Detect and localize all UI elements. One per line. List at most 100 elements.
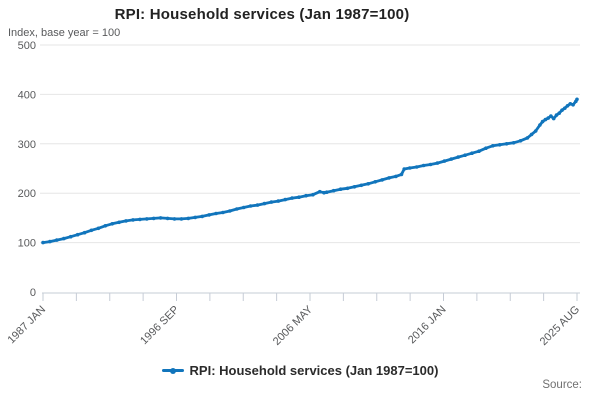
series-point bbox=[554, 113, 559, 117]
series-point bbox=[546, 116, 550, 120]
series-line-rpi-household-services[interactable] bbox=[41, 97, 579, 245]
plot-area: 0 100 200 300 400 500 1987 JAN 1996 SEP 2006 MAY… bbox=[5, 40, 582, 348]
series-point bbox=[421, 163, 426, 168]
series-point bbox=[359, 183, 364, 188]
series-point bbox=[497, 143, 502, 147]
series-point bbox=[366, 182, 371, 186]
legend-item-rpi-household-services[interactable]: RPI: Household services (Jan 1987=100) bbox=[161, 363, 439, 378]
series-point bbox=[89, 228, 94, 233]
series-point bbox=[449, 157, 454, 161]
series-point bbox=[318, 189, 322, 194]
y-tick-label: 500 bbox=[18, 40, 36, 52]
x-tick-label: 2016 JAN bbox=[406, 304, 449, 347]
series-point bbox=[394, 174, 398, 179]
series-point bbox=[543, 117, 548, 122]
series-point bbox=[525, 136, 530, 140]
series-point bbox=[408, 166, 412, 170]
legend-series-marker-icon bbox=[161, 367, 184, 374]
series-point bbox=[248, 204, 253, 208]
legend: RPI: Household services (Jan 1987=100) bbox=[0, 363, 600, 378]
series-point bbox=[463, 153, 467, 157]
series-point bbox=[193, 215, 197, 220]
series-point bbox=[324, 190, 329, 194]
series-point bbox=[207, 213, 211, 217]
series-point bbox=[96, 226, 101, 231]
series-point bbox=[442, 159, 447, 163]
series-point bbox=[55, 238, 59, 242]
series-point bbox=[311, 192, 315, 197]
series-point bbox=[117, 220, 121, 225]
series-point bbox=[456, 155, 461, 159]
series-point bbox=[186, 216, 191, 221]
series-point bbox=[540, 119, 545, 124]
series-point bbox=[172, 217, 177, 221]
series-point bbox=[241, 205, 246, 210]
series-point bbox=[200, 214, 204, 219]
series-point bbox=[470, 151, 474, 155]
series-point bbox=[568, 102, 573, 106]
series-point bbox=[518, 139, 523, 143]
series-point bbox=[484, 146, 488, 150]
series-point bbox=[352, 185, 357, 189]
y-tick-label: 300 bbox=[18, 139, 36, 151]
series-point bbox=[276, 199, 281, 203]
series-point bbox=[283, 197, 288, 202]
series-point bbox=[62, 236, 66, 241]
series-point bbox=[435, 161, 440, 165]
series-point bbox=[414, 165, 419, 169]
series-point bbox=[75, 232, 80, 237]
x-tick-label: 1996 SEP bbox=[138, 304, 182, 348]
series-point bbox=[373, 180, 378, 184]
series-point bbox=[338, 187, 343, 191]
series-point bbox=[551, 116, 556, 121]
series-point bbox=[158, 216, 163, 220]
series-point bbox=[399, 172, 404, 177]
y-tick-label: 100 bbox=[18, 238, 36, 250]
series-point bbox=[380, 178, 384, 182]
series-point bbox=[297, 195, 301, 199]
series-point bbox=[82, 230, 87, 235]
series-point bbox=[179, 217, 184, 221]
series-point bbox=[290, 196, 294, 200]
series-point bbox=[124, 219, 128, 223]
x-tick-label: 2006 MAY bbox=[271, 303, 316, 348]
series-point bbox=[491, 144, 495, 148]
series-point bbox=[428, 162, 433, 167]
legend-label: RPI: Household services (Jan 1987=100) bbox=[189, 363, 439, 378]
series-point bbox=[322, 190, 326, 195]
y-tick-label: 0 bbox=[30, 287, 36, 299]
series-point bbox=[103, 224, 108, 228]
series-point bbox=[331, 188, 336, 193]
series-point bbox=[262, 201, 267, 206]
series-point bbox=[221, 210, 225, 215]
series-point bbox=[575, 97, 579, 102]
series-point bbox=[563, 106, 567, 110]
series-point bbox=[269, 200, 274, 204]
series-point bbox=[151, 216, 156, 221]
legend-series-dot-icon bbox=[169, 367, 176, 374]
series-point bbox=[214, 211, 218, 216]
series-point bbox=[387, 176, 391, 180]
series-point bbox=[41, 240, 45, 245]
chart-subtitle: Index, base year = 100 bbox=[8, 27, 121, 39]
series-point bbox=[557, 111, 561, 115]
series-point bbox=[549, 114, 553, 118]
series-point bbox=[560, 108, 564, 112]
series-point bbox=[228, 209, 232, 213]
series-point bbox=[235, 207, 239, 211]
x-tick-label: 2025 AUG bbox=[538, 304, 582, 348]
y-tick-label: 400 bbox=[18, 89, 36, 101]
series-point bbox=[565, 104, 570, 108]
series-point bbox=[165, 216, 170, 221]
series-point bbox=[48, 239, 52, 244]
chart-title: RPI: Household services (Jan 1987=100) bbox=[114, 6, 410, 23]
series-point bbox=[345, 186, 350, 191]
series-point bbox=[402, 167, 407, 171]
y-tick-label: 200 bbox=[18, 188, 36, 200]
series-point bbox=[68, 234, 73, 239]
series-point bbox=[477, 149, 481, 153]
series-point bbox=[529, 132, 534, 137]
series-point bbox=[145, 217, 149, 221]
series-point bbox=[571, 103, 575, 107]
